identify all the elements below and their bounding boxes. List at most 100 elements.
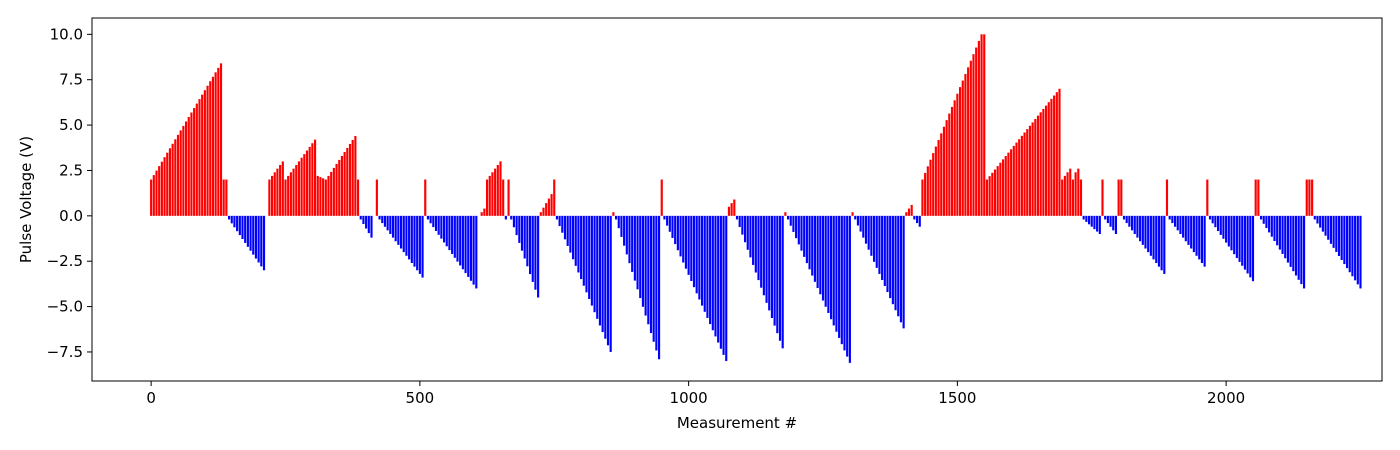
bar-150 bbox=[561, 215, 564, 233]
bar-443 bbox=[1348, 215, 1351, 273]
bar-34 bbox=[241, 215, 244, 240]
bar-199 bbox=[692, 215, 696, 288]
bar-273 bbox=[891, 215, 894, 305]
bar-323 bbox=[1026, 129, 1029, 216]
bar-222 bbox=[754, 215, 757, 273]
bar-402 bbox=[1238, 215, 1241, 262]
y-tick-label: 2.5 bbox=[59, 161, 83, 179]
bar-71 bbox=[343, 151, 346, 216]
bar-23 bbox=[211, 76, 215, 216]
bar-397 bbox=[1225, 215, 1228, 243]
bar-234 bbox=[786, 215, 790, 220]
bar-48 bbox=[281, 161, 284, 216]
bar-32 bbox=[236, 215, 239, 232]
bar-321 bbox=[1020, 135, 1023, 216]
bar-230 bbox=[776, 215, 779, 334]
bar-447 bbox=[1359, 215, 1362, 289]
bar-156 bbox=[577, 215, 580, 273]
bar-339 bbox=[1069, 168, 1072, 216]
x-tick-label: 1500 bbox=[938, 389, 976, 407]
x-tick-label: 500 bbox=[406, 389, 435, 407]
bar-193 bbox=[676, 215, 679, 251]
bar-97 bbox=[416, 215, 419, 271]
bar-331 bbox=[1047, 102, 1050, 216]
bar-119 bbox=[475, 215, 478, 289]
bar-385 bbox=[1192, 215, 1195, 253]
bar-309 bbox=[988, 176, 991, 216]
bar-303 bbox=[972, 54, 975, 216]
bar-293 bbox=[945, 120, 948, 216]
bar-84 bbox=[381, 215, 384, 224]
bar-336 bbox=[1061, 179, 1064, 216]
bar-251 bbox=[832, 215, 835, 326]
bar-288 bbox=[932, 153, 935, 216]
bar-324 bbox=[1028, 125, 1032, 216]
bar-90 bbox=[397, 215, 400, 245]
bar-264 bbox=[867, 215, 870, 250]
bar-400 bbox=[1233, 215, 1236, 255]
bar-6 bbox=[166, 152, 169, 216]
bar-191 bbox=[671, 215, 674, 238]
bar-235 bbox=[789, 215, 792, 226]
bar-239 bbox=[800, 215, 803, 251]
bar-217 bbox=[741, 215, 744, 235]
bar-172 bbox=[620, 215, 623, 237]
bar-241 bbox=[805, 215, 808, 264]
bar-403 bbox=[1241, 215, 1244, 266]
bar-268 bbox=[878, 215, 881, 274]
bar-265 bbox=[870, 215, 873, 256]
bar-232 bbox=[781, 215, 784, 349]
bar-40 bbox=[257, 215, 260, 263]
bar-236 bbox=[792, 215, 795, 232]
bar-157 bbox=[580, 215, 583, 280]
bar-282 bbox=[915, 215, 919, 224]
bar-205 bbox=[709, 215, 712, 325]
bar-113 bbox=[459, 215, 462, 266]
bar-62 bbox=[319, 177, 322, 216]
bar-257 bbox=[848, 215, 851, 363]
bar-322 bbox=[1023, 132, 1026, 216]
bar-94 bbox=[408, 215, 411, 260]
y-tick-label: 10.0 bbox=[50, 25, 83, 43]
bar-214 bbox=[733, 199, 736, 216]
bar-83 bbox=[378, 215, 381, 220]
bar-420 bbox=[1286, 215, 1290, 263]
bar-243 bbox=[811, 215, 814, 276]
bar-419 bbox=[1284, 215, 1287, 259]
bar-106 bbox=[440, 215, 443, 239]
bar-194 bbox=[679, 215, 682, 257]
bar-370 bbox=[1152, 215, 1155, 260]
bar-226 bbox=[765, 215, 768, 303]
bar-161 bbox=[590, 215, 593, 306]
bar-254 bbox=[840, 215, 843, 345]
bar-24 bbox=[214, 72, 217, 216]
bar-174 bbox=[625, 215, 628, 255]
bar-86 bbox=[386, 215, 389, 231]
bar-375 bbox=[1165, 179, 1169, 216]
bar-315 bbox=[1004, 156, 1007, 216]
bar-57 bbox=[305, 150, 309, 216]
bar-356 bbox=[1114, 215, 1118, 234]
bar-114 bbox=[461, 215, 464, 270]
bar-55 bbox=[300, 157, 303, 216]
bar-47 bbox=[279, 165, 282, 216]
bar-262 bbox=[862, 215, 865, 238]
bar-393 bbox=[1214, 215, 1217, 228]
bar-233 bbox=[784, 212, 787, 216]
bar-52 bbox=[292, 168, 295, 216]
bar-44 bbox=[270, 175, 274, 216]
bar-140 bbox=[534, 215, 537, 290]
bar-295 bbox=[950, 106, 954, 216]
bar-436 bbox=[1329, 215, 1333, 244]
bar-154 bbox=[571, 215, 575, 260]
bar-247 bbox=[821, 215, 825, 301]
bar-25 bbox=[217, 67, 220, 216]
bar-130 bbox=[507, 179, 510, 216]
bar-220 bbox=[749, 215, 752, 258]
bar-26 bbox=[219, 63, 223, 216]
bar-287 bbox=[929, 159, 932, 216]
bar-153 bbox=[569, 215, 572, 253]
bar-15 bbox=[190, 112, 193, 216]
bar-76 bbox=[356, 179, 360, 216]
bar-11 bbox=[179, 130, 182, 216]
